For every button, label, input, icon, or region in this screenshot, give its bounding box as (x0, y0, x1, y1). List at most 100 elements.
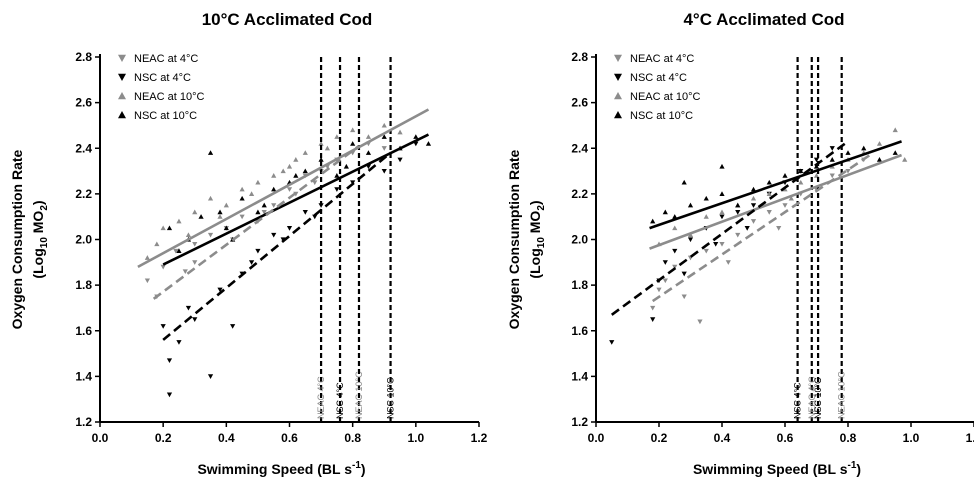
data-point (662, 260, 668, 265)
y-tick-label: 1.4 (75, 369, 92, 383)
threshold-label: NEAC 10°C (837, 371, 847, 419)
data-point (286, 187, 293, 192)
y-tick-label: 2.8 (571, 50, 588, 64)
data-point (813, 157, 820, 163)
data-point (687, 237, 694, 243)
x-axis-label-end: ) (856, 461, 861, 477)
x-tick-label: 0.8 (344, 431, 361, 445)
regression-line (649, 140, 902, 230)
y-tick-label: 2.4 (571, 141, 588, 155)
data-point (255, 248, 261, 254)
data-point (223, 225, 229, 231)
data-point (160, 264, 166, 270)
y-tick-label: 1.6 (571, 324, 588, 338)
regression-line (137, 108, 430, 269)
data-point (334, 187, 340, 192)
data-point (286, 163, 293, 169)
x-tick-label: 1.0 (903, 431, 920, 445)
y-axis-label-units-log: (Log (527, 248, 543, 278)
data-point (876, 157, 883, 162)
data-point (381, 146, 387, 151)
y-axis-label-units: (Log10 MO2) (527, 200, 547, 278)
data-point (324, 145, 330, 151)
data-point (255, 209, 261, 215)
data-point (735, 202, 741, 208)
data-point (334, 173, 340, 178)
data-point (681, 294, 687, 300)
regression-line (651, 151, 874, 303)
y-axis-label-units-close: ) (30, 200, 46, 205)
data-point (829, 146, 835, 151)
data-point (207, 195, 214, 201)
legend-label: NEAC at 10°C (630, 91, 700, 103)
data-point (719, 191, 725, 196)
data-point (813, 163, 820, 169)
x-axis-label-main: Swimming Speed (BL s (197, 461, 352, 477)
data-point (261, 202, 267, 208)
threshold-label: NSC 4°C (335, 382, 345, 419)
regression-line (649, 153, 903, 250)
threshold-label: NSC 10°C (813, 377, 823, 419)
data-point (239, 186, 245, 192)
data-point (223, 202, 229, 208)
data-point (343, 163, 349, 169)
panel-10c-acclimated: 10°C Acclimated Cod 1.2 1.4 1.6 1.8 2.0 2.2 2.4… (9, 10, 488, 477)
y-axis-label-units-log: (Log (30, 248, 46, 278)
data-point (286, 226, 293, 231)
data-point (334, 134, 340, 139)
x-axis-label-sup: -1 (847, 460, 856, 471)
data-point (192, 317, 198, 322)
regression-line (610, 140, 849, 316)
legend-marker (118, 111, 126, 119)
chart-title: 4°C Acclimated Cod (683, 10, 844, 29)
y-axis-label-units-mo: MO (30, 211, 46, 238)
data-point (293, 157, 299, 162)
x-axis-label: Swimming Speed (BL s-1) (197, 460, 365, 477)
data-point (609, 340, 615, 345)
y-axis-label-units-sub: 10 (536, 237, 547, 249)
data-point (271, 173, 277, 178)
data-point (207, 232, 214, 238)
legend-label: NSC at 4°C (630, 72, 687, 84)
data-point (766, 191, 772, 196)
data-point (381, 134, 387, 139)
x-tick-label: 0.2 (651, 431, 668, 445)
data-point (350, 141, 356, 146)
x-axis-label-sup: -1 (352, 460, 361, 471)
x-tick-label: 0.0 (92, 431, 109, 445)
data-point (217, 209, 223, 215)
data-point (154, 241, 160, 247)
legend-label: NSC at 10°C (134, 110, 197, 122)
data-point (672, 225, 678, 231)
data-point (207, 374, 214, 379)
data-point (302, 150, 308, 155)
x-tick-label: 0.6 (281, 431, 298, 445)
y-tick-label: 1.8 (571, 278, 588, 292)
y-tick-label: 2.4 (75, 141, 92, 155)
x-tick-label: 1.0 (407, 431, 424, 445)
data-point (713, 241, 719, 247)
y-tick-label: 1.2 (75, 415, 92, 429)
y-axis-label-units-sub2: 2 (536, 205, 547, 211)
y-axis-label-units-sub: 10 (39, 237, 50, 249)
data-point (239, 214, 245, 220)
data-point (788, 195, 794, 201)
data-point (750, 195, 757, 201)
data-point (681, 271, 687, 277)
data-point (397, 157, 403, 163)
data-point (735, 232, 741, 238)
legend-marker (614, 111, 622, 119)
data-point (160, 324, 166, 329)
x-tick-label: 0.8 (840, 431, 857, 445)
data-point (365, 150, 372, 155)
legend-marker (614, 92, 622, 100)
data-point (650, 305, 656, 311)
data-point (776, 226, 782, 231)
data-point (255, 179, 261, 185)
y-axis-label-units: (Log10 MO2) (30, 200, 50, 278)
data-point (798, 179, 804, 185)
data-point (725, 260, 731, 265)
data-point (249, 260, 255, 265)
x-axis-label-end: ) (361, 461, 366, 477)
x-tick-label: 0.6 (777, 431, 794, 445)
